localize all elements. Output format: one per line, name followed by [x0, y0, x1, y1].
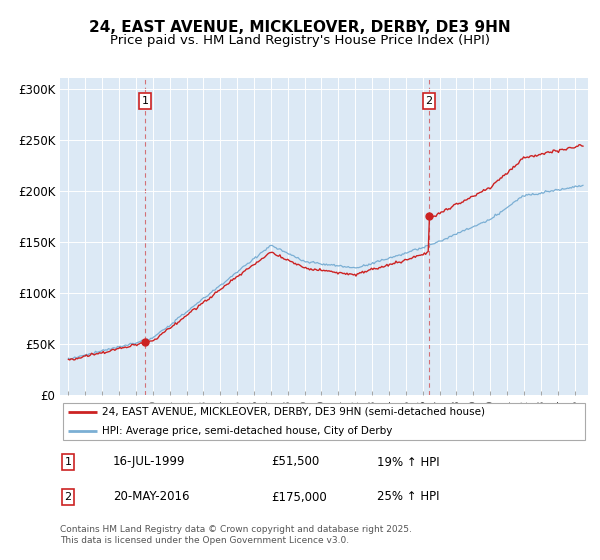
Text: Price paid vs. HM Land Registry's House Price Index (HPI): Price paid vs. HM Land Registry's House …: [110, 34, 490, 46]
Text: Contains HM Land Registry data © Crown copyright and database right 2025.
This d: Contains HM Land Registry data © Crown c…: [60, 525, 412, 545]
Text: 2: 2: [425, 96, 433, 106]
Text: HPI: Average price, semi-detached house, City of Derby: HPI: Average price, semi-detached house,…: [102, 426, 392, 436]
Text: 1: 1: [142, 96, 149, 106]
Text: 25% ↑ HPI: 25% ↑ HPI: [377, 491, 439, 503]
Text: 2: 2: [64, 492, 71, 502]
Text: 1: 1: [64, 457, 71, 467]
FancyBboxPatch shape: [62, 403, 586, 440]
Text: 20-MAY-2016: 20-MAY-2016: [113, 491, 190, 503]
Text: 24, EAST AVENUE, MICKLEOVER, DERBY, DE3 9HN: 24, EAST AVENUE, MICKLEOVER, DERBY, DE3 …: [89, 20, 511, 35]
Text: 24, EAST AVENUE, MICKLEOVER, DERBY, DE3 9HN (semi-detached house): 24, EAST AVENUE, MICKLEOVER, DERBY, DE3 …: [102, 407, 485, 417]
Text: 16-JUL-1999: 16-JUL-1999: [113, 455, 185, 469]
Text: 19% ↑ HPI: 19% ↑ HPI: [377, 455, 439, 469]
Text: £51,500: £51,500: [271, 455, 319, 469]
Text: £175,000: £175,000: [271, 491, 327, 503]
